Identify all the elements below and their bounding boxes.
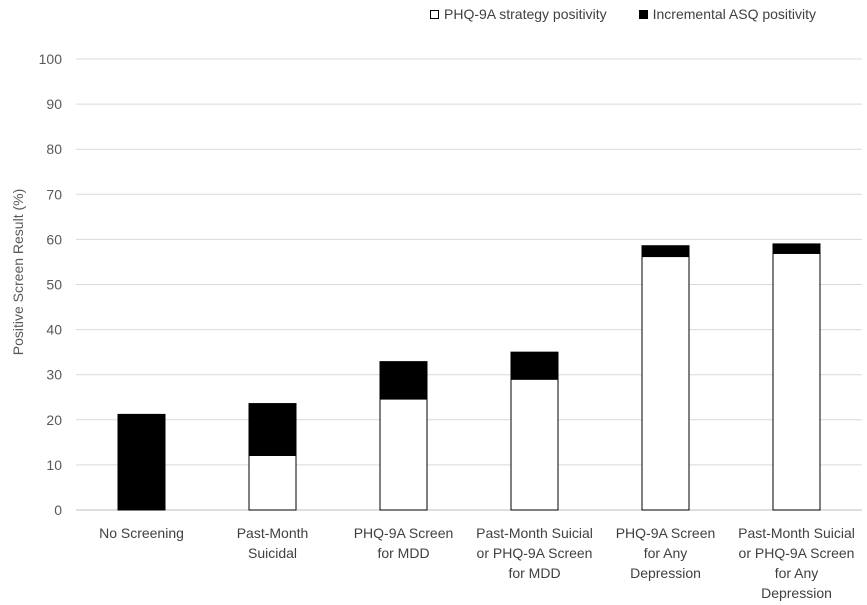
legend-swatch-white: [430, 9, 439, 19]
x-tick-label: PHQ-9A Screen for MDD: [334, 523, 474, 563]
y-tick-label-90: 90: [46, 96, 62, 112]
x-tick-label-line: or PHQ-9A Screen: [738, 545, 855, 561]
bar-segment-phq-1: [248, 454, 297, 511]
x-tick-label-line: Suicidal: [247, 545, 298, 561]
legend-label-asq: Incremental ASQ positivity: [652, 6, 817, 22]
y-tick-label-20: 20: [46, 412, 62, 428]
x-tick-label: Past-Month Suicial or PHQ-9A Screen for MD…: [465, 523, 605, 583]
x-tick-label-line: Past-Month: [236, 525, 309, 541]
bar-segment-asq-1: [248, 403, 297, 456]
legend-label-phq: PHQ-9A strategy positivity: [444, 6, 607, 22]
legend-item-phq: PHQ-9A strategy positivity: [430, 6, 607, 22]
x-tick-label-line: Depression: [761, 585, 832, 601]
x-tick-label-line: Depression: [630, 565, 701, 581]
y-tick-label-80: 80: [46, 141, 62, 157]
x-tick-label-line: Past-Month Suicial: [476, 525, 593, 541]
x-tick-label-line: PHQ-9A Screen: [615, 525, 716, 541]
x-tick-label-line: No Screening: [99, 525, 184, 541]
x-tick-label: No Screening: [72, 523, 212, 543]
bar-segment-asq-0: [117, 413, 166, 511]
legend-swatch-black: [638, 9, 648, 19]
x-tick-label-line: PHQ-9A Screen: [353, 525, 454, 541]
y-tick-label-60: 60: [46, 231, 62, 247]
y-tick-label-50: 50: [46, 277, 62, 293]
bar-segment-asq-2: [379, 361, 428, 400]
x-tick-label: Past-Month Suicidal: [203, 523, 343, 563]
x-tick-label-line: for MDD: [377, 545, 430, 561]
bar-segment-phq-4: [641, 256, 690, 511]
x-tick-label-line: for Any: [643, 545, 688, 561]
x-tick-label-line: for Any: [774, 565, 819, 581]
x-tick-label-line: for MDD: [508, 565, 561, 581]
y-tick-label-40: 40: [46, 322, 62, 338]
legend-item-asq: Incremental ASQ positivity: [638, 6, 817, 22]
y-tick-label-70: 70: [46, 186, 62, 202]
legend: PHQ-9A strategy positivity Incremental A…: [430, 6, 816, 22]
y-tick-label-100: 100: [39, 51, 63, 67]
bar-segment-asq-3: [510, 351, 559, 380]
x-tick-label: Past-Month Suicial or PHQ-9A Screen for An…: [727, 523, 867, 603]
bar-segment-phq-5: [772, 252, 821, 511]
x-tick-label: PHQ-9A Screen for Any Depression: [596, 523, 736, 583]
y-tick-label-30: 30: [46, 367, 62, 383]
bar-segment-phq-2: [379, 398, 428, 511]
x-tick-label-line: or PHQ-9A Screen: [476, 545, 593, 561]
x-tick-label-line: Past-Month Suicial: [738, 525, 855, 541]
bar-segment-phq-3: [510, 378, 559, 511]
y-tick-label-10: 10: [46, 457, 62, 473]
y-tick-label-0: 0: [54, 502, 62, 518]
bar-segment-asq-4: [641, 245, 690, 258]
bar-segment-asq-5: [772, 243, 821, 254]
